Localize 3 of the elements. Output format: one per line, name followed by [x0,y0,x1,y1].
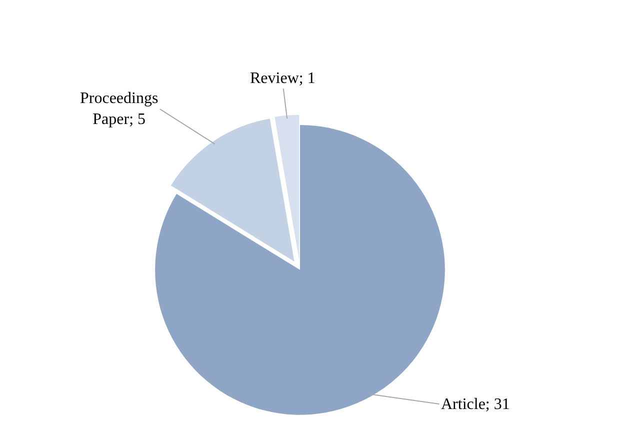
slice-label: Review; 1 [250,70,316,87]
slice-label: Proceedings Paper; 5 [80,90,158,128]
slice-label: Article; 31 [441,396,510,413]
